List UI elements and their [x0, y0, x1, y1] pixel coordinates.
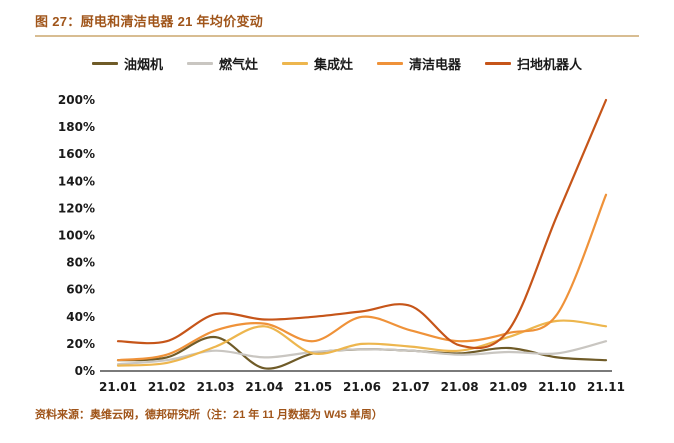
y-tick-label: 40%: [66, 310, 95, 324]
x-tick-label: 21.02: [148, 380, 186, 394]
legend-item-robot-vacuum: 扫地机器人: [485, 54, 582, 73]
x-tick-label: 21.11: [587, 380, 625, 394]
legend-label: 燃气灶: [218, 57, 258, 72]
series-line-cleaning-appliance: [116, 193, 608, 362]
y-tick-label: 0%: [75, 364, 95, 378]
legend-swatch-cleaning-appliance: [377, 62, 403, 65]
y-tick-label: 80%: [66, 256, 95, 270]
x-tick-label: 21.07: [392, 380, 430, 394]
legend-swatch-integrated-stove: [281, 62, 308, 65]
legend-label: 扫地机器人: [517, 57, 583, 72]
y-tick-label: 20%: [66, 337, 95, 351]
legend-swatch-range-hood: [91, 62, 118, 65]
x-tick-label: 21.04: [245, 380, 283, 394]
y-tick-label: 100%: [58, 229, 95, 243]
figure-title: 图 27：厨电和清洁电器 21 年均价变动: [35, 14, 264, 29]
x-tick-label: 21.08: [441, 380, 479, 394]
chart-legend: 油烟机 燃气灶 集成灶 清洁电器 扫地机器人: [0, 54, 674, 73]
y-tick-label: 160%: [58, 147, 95, 161]
x-tick-label: 21.01: [99, 380, 137, 394]
legend-swatch-robot-vacuum: [485, 62, 512, 65]
legend-swatch-gas-stove: [186, 62, 213, 65]
series-line-robot-vacuum: [116, 98, 608, 350]
legend-item-gas-stove: 燃气灶: [186, 54, 258, 73]
legend-item-range-hood: 油烟机: [91, 54, 163, 73]
y-tick-label: 120%: [58, 201, 95, 215]
x-tick-label: 21.09: [489, 380, 527, 394]
x-tick-label: 21.06: [343, 380, 381, 394]
y-tick-label: 140%: [58, 174, 95, 188]
y-tick-label: 60%: [66, 283, 95, 297]
y-tick-label: 180%: [58, 120, 95, 134]
y-tick-label: 200%: [58, 93, 95, 107]
x-tick-label: 21.05: [294, 380, 332, 394]
x-tick-label: 21.10: [538, 380, 576, 394]
title-divider: [35, 35, 639, 37]
x-tick-label: 21.03: [197, 380, 235, 394]
legend-item-cleaning-appliance: 清洁电器: [377, 54, 461, 73]
legend-label: 清洁电器: [409, 57, 462, 72]
legend-label: 油烟机: [123, 57, 163, 72]
source-note: 资料来源：奥维云网，德邦研究所（注：21 年 11 月数据为 W45 单周）: [35, 409, 383, 421]
legend-label: 集成灶: [313, 57, 353, 72]
legend-item-integrated-stove: 集成灶: [281, 54, 353, 73]
